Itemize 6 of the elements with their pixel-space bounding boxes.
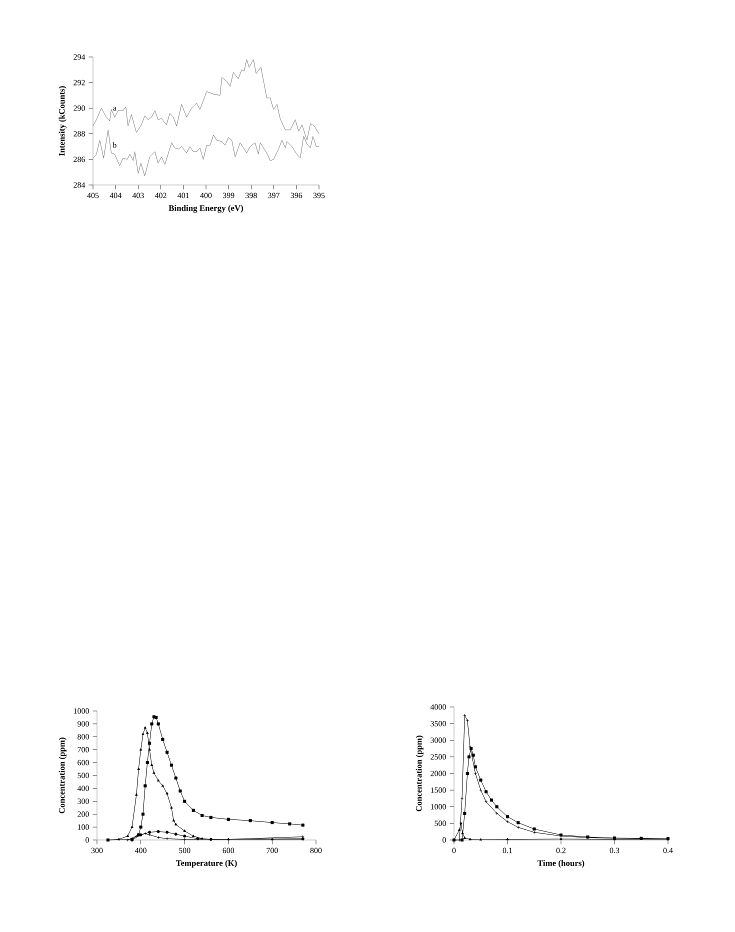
x-axis-title: Temperature (K) <box>176 860 237 868</box>
y-axis-title: Concentration (ppm) <box>58 738 66 814</box>
x-axis-title: Binding Energy (eV) <box>168 204 244 213</box>
y-axis-title: Intensity (kCounts) <box>58 86 66 156</box>
x-axis-title: Time (hours) <box>538 860 584 868</box>
y-axis-title: Concentration (ppm) <box>416 736 424 812</box>
